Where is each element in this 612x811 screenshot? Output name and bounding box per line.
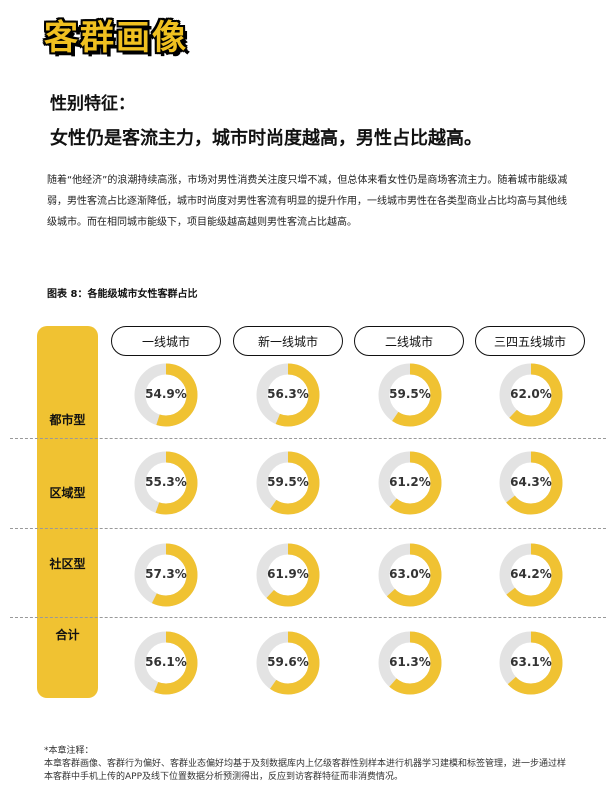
donut-female-share-arc: [378, 543, 442, 607]
donut-value-label: 63.1%: [510, 655, 552, 669]
donut-district-tier2: [378, 451, 442, 515]
donut-female-share-arc: [499, 363, 563, 427]
footnote: *本章注释： 本章客群画像、客群行为偏好、客群业态偏好均基于及刻数据库内上亿级客群…: [44, 746, 567, 782]
donut-total-new-tier1: [256, 631, 320, 695]
donut-value-label: 64.2%: [510, 567, 552, 581]
donut-female-share-arc: [256, 631, 320, 695]
donut-female-share-arc: [134, 451, 198, 515]
donut-community-tier1: [134, 543, 198, 607]
donut-urban-new-tier1: [256, 363, 320, 427]
figure-caption: 图表 8：各能级城市女性客群占比: [47, 289, 198, 300]
donut-urban-tier2: [378, 363, 442, 427]
donut-value-label: 56.1%: [145, 655, 187, 669]
donut-female-share-arc: [378, 451, 442, 515]
donut-urban-tier3to5: [499, 363, 563, 427]
page-title: 客群画像: [44, 18, 188, 58]
donut-district-tier3to5: [499, 451, 563, 515]
donut-female-share-arc: [256, 451, 320, 515]
row-divider: [10, 438, 606, 439]
donut-total-tier3to5: [499, 631, 563, 695]
donut-value-label: 64.3%: [510, 475, 552, 489]
donut-value-label: 63.0%: [389, 567, 431, 581]
donut-female-share-arc: [256, 543, 320, 607]
section-label: 性别特征：: [50, 94, 135, 114]
column-header-new-tier1: 新一线城市: [233, 326, 343, 356]
column-header-tier2: 二线城市: [354, 326, 464, 356]
donut-value-label: 59.5%: [267, 475, 309, 489]
donut-value-label: 61.2%: [389, 475, 431, 489]
donut-value-label: 54.9%: [145, 387, 187, 401]
donut-value-label: 57.3%: [145, 567, 187, 581]
donut-district-new-tier1: [256, 451, 320, 515]
donut-community-tier3to5: [499, 543, 563, 607]
donut-value-label: 59.5%: [389, 387, 431, 401]
body-paragraph: 随着“他经济”的浪潮持续高涨，市场对男性消费关注度只增不减，但总体来看女性仍是商…: [47, 175, 568, 228]
donut-value-label: 61.9%: [267, 567, 309, 581]
donut-urban-tier1: [134, 363, 198, 427]
headline: 女性仍是客流主力，城市时尚度越高，男性占比越高。: [50, 128, 482, 149]
row-label-total: 合计: [55, 628, 80, 642]
donut-value-label: 56.3%: [267, 387, 309, 401]
donut-female-share-arc: [134, 543, 198, 607]
row-divider: [10, 617, 606, 618]
donut-value-label: 62.0%: [510, 387, 552, 401]
donut-community-tier2: [378, 543, 442, 607]
donut-female-share-arc: [378, 631, 442, 695]
donut-value-label: 61.3%: [389, 655, 431, 669]
donut-female-share-arc: [134, 363, 198, 427]
donut-female-share-arc: [499, 631, 563, 695]
row-label-district: 区域型: [49, 486, 86, 500]
donut-community-new-tier1: [256, 543, 320, 607]
row-label-urban: 都市型: [49, 413, 86, 427]
donut-female-share-arc: [499, 451, 563, 515]
donut-total-tier2: [378, 631, 442, 695]
donut-value-label: 55.3%: [145, 475, 187, 489]
column-header-tier3to5: 三四五线城市: [475, 326, 585, 356]
donut-female-share-arc: [378, 363, 442, 427]
donut-total-tier1: [134, 631, 198, 695]
row-label-bar: [37, 326, 98, 698]
row-label-community: 社区型: [49, 557, 86, 571]
row-divider: [10, 528, 606, 529]
donut-female-share-arc: [499, 543, 563, 607]
donut-female-share-arc: [134, 631, 198, 695]
donut-district-tier1: [134, 451, 198, 515]
donut-female-share-arc: [256, 363, 320, 427]
column-header-tier1: 一线城市: [111, 326, 221, 356]
donut-value-label: 59.6%: [267, 655, 309, 669]
